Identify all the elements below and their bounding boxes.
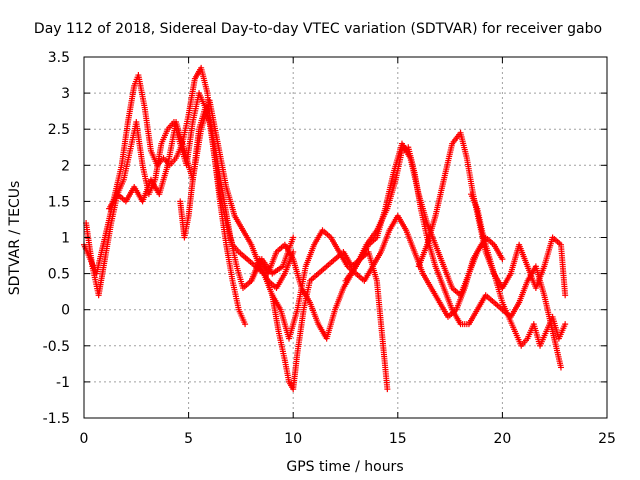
- data-point: [242, 321, 249, 328]
- y-tick-label: 2.5: [48, 122, 70, 138]
- series-track-7: [342, 144, 564, 371]
- x-tick-label: 20: [493, 431, 511, 447]
- series-track-4: [177, 104, 391, 393]
- y-axis-ticks: -1.5 -1 -0.5 0 0.5 1 1.5 2 2.5 3 3.5: [43, 50, 607, 427]
- data-point: [562, 321, 569, 328]
- data-point: [499, 256, 506, 263]
- series-track-3: [106, 97, 297, 292]
- x-tick-label: 15: [389, 431, 407, 447]
- data-point: [384, 386, 391, 393]
- x-tick-label: 0: [80, 431, 89, 447]
- x-axis-label: GPS time / hours: [286, 459, 403, 475]
- y-tick-label: 1.5: [48, 194, 70, 210]
- series-track-9: [468, 191, 569, 349]
- y-tick-label: 1: [61, 231, 70, 247]
- y-tick-label: -1: [56, 375, 70, 391]
- y-tick-label: 0: [61, 303, 70, 319]
- y-tick-label: 2: [61, 158, 70, 174]
- x-tick-label: 10: [284, 431, 302, 447]
- data-point: [557, 364, 564, 371]
- grid-lines: [84, 57, 607, 418]
- y-tick-label: 0.5: [48, 267, 70, 283]
- data-point: [290, 234, 297, 241]
- x-tick-label: 5: [184, 431, 193, 447]
- y-axis-label: SDTVAR / TECUs: [7, 181, 23, 296]
- series-track-8: [415, 129, 569, 299]
- x-tick-label: 25: [598, 431, 616, 447]
- y-tick-label: 3: [61, 86, 70, 102]
- data-points: [81, 64, 569, 393]
- y-tick-label: 3.5: [48, 50, 70, 66]
- y-tick-label: -1.5: [43, 411, 70, 427]
- x-axis-ticks: 0 5 10 15 20 25: [80, 57, 616, 447]
- y-tick-label: -0.5: [43, 339, 70, 355]
- data-point: [562, 292, 569, 299]
- chart-title: Day 112 of 2018, Sidereal Day-to-day VTE…: [34, 21, 602, 37]
